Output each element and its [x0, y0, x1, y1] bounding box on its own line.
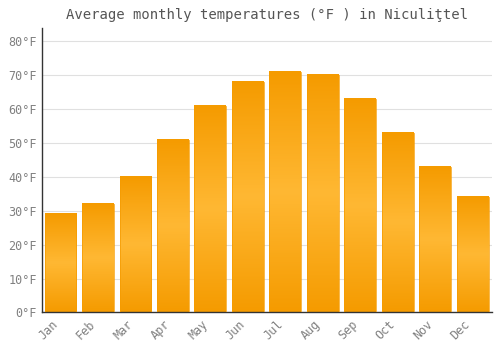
Bar: [307, 75, 339, 313]
Bar: [120, 177, 152, 313]
Bar: [194, 106, 226, 313]
Bar: [382, 133, 414, 313]
Bar: [420, 167, 452, 313]
Bar: [44, 214, 76, 313]
Bar: [82, 204, 114, 313]
Bar: [344, 99, 376, 313]
Bar: [307, 75, 339, 313]
Bar: [82, 204, 114, 313]
Bar: [420, 167, 452, 313]
Bar: [44, 214, 76, 313]
Bar: [457, 197, 489, 313]
Bar: [232, 82, 264, 313]
Bar: [157, 140, 189, 313]
Bar: [344, 99, 376, 313]
Bar: [270, 72, 302, 313]
Bar: [457, 197, 489, 313]
Bar: [120, 177, 152, 313]
Bar: [270, 72, 302, 313]
Bar: [194, 106, 226, 313]
Title: Average monthly temperatures (°F ) in Niculiţtel: Average monthly temperatures (°F ) in Ni…: [66, 8, 468, 22]
Bar: [232, 82, 264, 313]
Bar: [382, 133, 414, 313]
Bar: [157, 140, 189, 313]
